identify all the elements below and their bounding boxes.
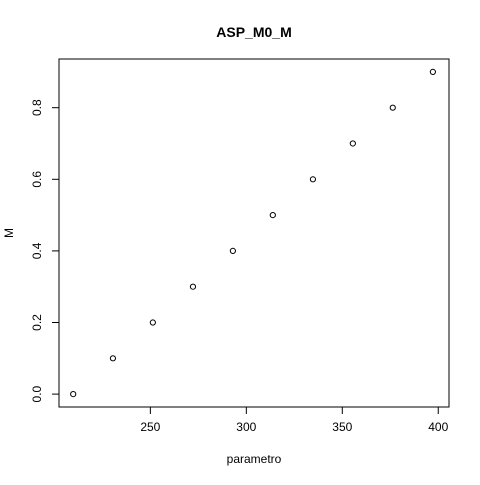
data-point [429, 68, 436, 75]
data-point [109, 355, 117, 362]
data-point [149, 319, 156, 326]
x-tick-label: 400 [428, 420, 448, 434]
x-tick-label: 350 [332, 420, 352, 434]
data-point [269, 211, 276, 219]
data-point [189, 283, 197, 290]
y-tick-label: 0.8 [30, 99, 44, 116]
data-point [70, 391, 77, 398]
y-tick-label: 0.4 [30, 242, 44, 259]
x-tick-label: 250 [140, 420, 160, 434]
y-tick-label: 0.0 [30, 385, 44, 402]
x-tick-label: 300 [236, 420, 256, 434]
x-axis: 250 300 350 400 [140, 407, 449, 434]
x-axis-label: parametro [227, 452, 282, 466]
plot-frame [58, 58, 450, 408]
data-point [349, 140, 356, 147]
y-tick-label: 0.6 [30, 171, 44, 188]
y-axis: 0.0 0.2 0.4 0.6 0.8 [30, 99, 59, 402]
chart-title: ASP_M0_M [216, 24, 291, 40]
data-points [70, 68, 436, 398]
data-point [309, 176, 317, 183]
data-point [389, 104, 396, 111]
data-point [229, 247, 236, 255]
y-axis-label: M [2, 228, 16, 238]
y-tick-label: 0.2 [30, 314, 44, 331]
